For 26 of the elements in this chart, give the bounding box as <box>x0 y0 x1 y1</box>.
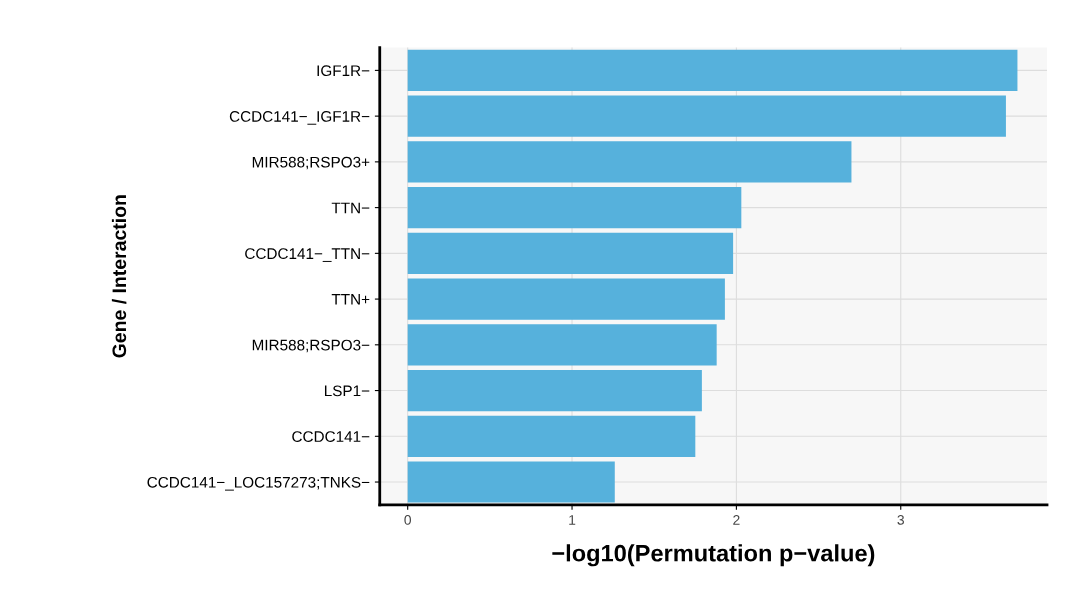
bar <box>407 369 702 412</box>
x-tick-label: 0 <box>404 514 412 525</box>
y-axis-title: Gene / Interaction <box>111 195 127 358</box>
bar <box>407 95 1006 137</box>
y-tick-label: CCDC141−_TTN− <box>245 248 370 262</box>
y-tick-label: LSP1− <box>324 385 370 397</box>
y-tick-label: MIR588;RSPO3+ <box>252 156 370 170</box>
bar <box>407 324 717 366</box>
bar <box>407 232 734 274</box>
x-tick-label: 3 <box>897 514 904 525</box>
x-axis-title: −log10(Permutation p−value) <box>552 544 875 567</box>
bar <box>407 461 615 503</box>
y-tick-label: IGF1R− <box>317 65 370 77</box>
y-tick-label: CCDC141−_IGF1R− <box>229 110 370 125</box>
bar <box>407 415 696 457</box>
bar <box>407 187 742 229</box>
y-tick-label: CCDC141−_LOC157273;TNKS− <box>147 476 370 491</box>
bar <box>407 49 1018 91</box>
y-tick-label: TTN− <box>331 202 370 214</box>
x-tick-label: 2 <box>733 514 740 525</box>
x-tick-label: 1 <box>569 515 576 525</box>
bar <box>407 141 852 183</box>
y-tick-label: MIR588;RSPO3− <box>252 339 370 353</box>
y-tick-label: TTN+ <box>331 294 370 305</box>
y-tick-label: CCDC141− <box>292 431 370 442</box>
bar <box>407 278 725 320</box>
